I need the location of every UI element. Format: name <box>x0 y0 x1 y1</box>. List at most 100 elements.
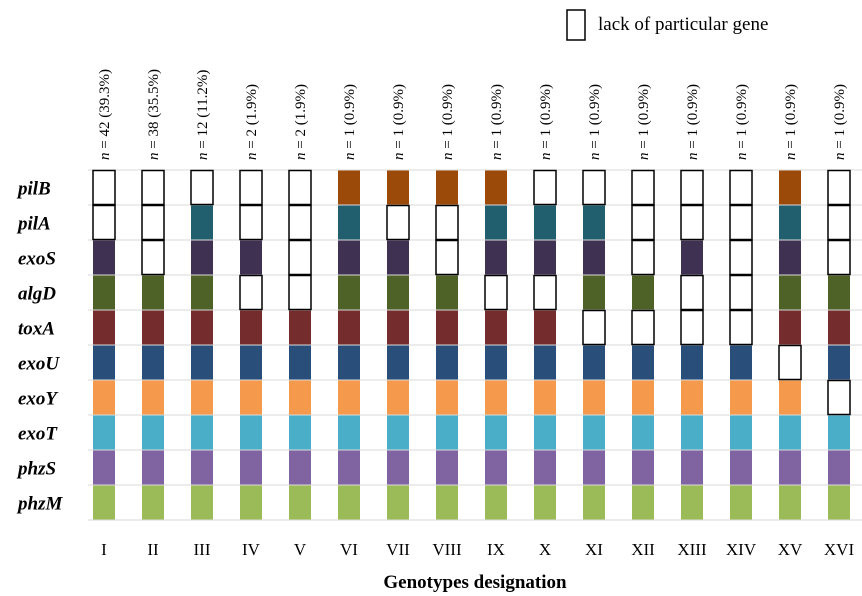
cell-XI-exoT-present <box>583 415 605 450</box>
cell-III-exoT-present <box>191 415 213 450</box>
column-label-VIII: VIII <box>432 540 462 559</box>
cell-III-phzM-present <box>191 485 213 520</box>
column-label-XIII: XIII <box>677 540 707 559</box>
cell-XIV-exoT-present <box>730 415 752 450</box>
cell-XV-exoS-present <box>779 240 801 275</box>
gene-label-pilA: pilA <box>16 214 51 235</box>
cell-V-exoT-present <box>289 415 311 450</box>
cell-XI-exoS-present <box>583 240 605 275</box>
cell-VIII-toxA-present <box>436 310 458 345</box>
gene-label-exoY: exoY <box>18 389 59 410</box>
column-label-XII: XII <box>631 540 655 559</box>
cell-III-toxA-present <box>191 310 213 345</box>
cell-III-exoY-present <box>191 380 213 415</box>
cell-XIV-toxA-absent <box>729 309 753 346</box>
cell-III-pilA-present <box>191 205 213 240</box>
cell-IV-phzS-present <box>240 450 262 485</box>
cell-I-exoT-present <box>93 415 115 450</box>
cell-VI-phzS-present <box>338 450 360 485</box>
count-label-XI: n = 1 (0.9%) <box>587 84 603 160</box>
gene-label-exoU: exoU <box>18 354 60 375</box>
cell-VI-phzM-present <box>338 485 360 520</box>
cell-XII-exoS-absent <box>631 239 655 276</box>
cell-X-phzM-present <box>534 485 556 520</box>
cell-VI-exoY-present <box>338 380 360 415</box>
cell-XII-exoU-present <box>632 345 654 380</box>
column-label-I: I <box>101 540 107 559</box>
count-label-XIII: n = 1 (0.9%) <box>685 84 701 160</box>
cell-XV-exoT-present <box>779 415 801 450</box>
cell-V-phzM-present <box>289 485 311 520</box>
cell-V-pilB-absent <box>288 169 312 206</box>
cell-X-phzS-present <box>534 450 556 485</box>
cell-XII-phzS-present <box>632 450 654 485</box>
gene-label-toxA: toxA <box>18 319 55 340</box>
cell-XIV-pilB-absent <box>729 169 753 206</box>
cell-VII-algD-present <box>387 275 409 310</box>
cell-XVI-phzS-present <box>828 450 850 485</box>
cell-IV-exoT-present <box>240 415 262 450</box>
cell-VI-exoT-present <box>338 415 360 450</box>
gene-labels: pilB pilA exoS algD toxA exoU exoY exoT phzS phzM <box>16 179 63 515</box>
cell-XV-toxA-present <box>779 310 801 345</box>
cell-XI-exoU-present <box>583 345 605 380</box>
cell-XV-phzM-present <box>779 485 801 520</box>
cell-VII-exoT-present <box>387 415 409 450</box>
cell-II-exoY-present <box>142 380 164 415</box>
cell-IX-exoS-present <box>485 240 507 275</box>
count-label-II: n = 38 (35.5%) <box>146 69 162 160</box>
cell-I-phzM-present <box>93 485 115 520</box>
count-label-XVI: n = 1 (0.9%) <box>832 84 848 160</box>
cell-IV-exoS-present <box>240 240 262 275</box>
cell-VI-pilB-present <box>338 170 360 205</box>
cell-VIII-exoS-absent <box>435 239 459 276</box>
cell-IV-pilA-absent <box>239 204 263 241</box>
cell-II-algD-present <box>142 275 164 310</box>
cell-VIII-exoY-present <box>436 380 458 415</box>
count-label-IX: n = 1 (0.9%) <box>489 84 505 160</box>
cell-XIV-exoY-present <box>730 380 752 415</box>
count-label-VIII: n = 1 (0.9%) <box>440 84 456 160</box>
gene-label-exoT: exoT <box>18 424 58 445</box>
cell-VIII-algD-present <box>436 275 458 310</box>
cell-XI-pilB-absent <box>582 169 606 206</box>
cell-II-exoS-absent <box>141 239 165 276</box>
cell-XIV-exoU-present <box>730 345 752 380</box>
count-label-XII: n = 1 (0.9%) <box>636 84 652 160</box>
cell-II-exoU-present <box>142 345 164 380</box>
count-labels: n = 42 (39.3%) n = 38 (35.5%) n = 12 (11.2… <box>97 69 848 160</box>
cell-VII-phzS-present <box>387 450 409 485</box>
cell-XIII-exoT-present <box>681 415 703 450</box>
count-label-VII: n = 1 (0.9%) <box>391 84 407 160</box>
column-label-IV: IV <box>242 540 261 559</box>
x-axis-title: Genotypes designation <box>383 572 567 593</box>
cell-V-exoU-present <box>289 345 311 380</box>
count-label-V: n = 2 (1.9%) <box>293 84 309 160</box>
cell-VII-pilA-absent <box>386 204 410 241</box>
gene-label-phzM: phzM <box>16 494 63 515</box>
cell-XV-phzS-present <box>779 450 801 485</box>
cell-XVI-pilB-absent <box>827 169 851 206</box>
cell-VIII-exoT-present <box>436 415 458 450</box>
cell-II-phzM-present <box>142 485 164 520</box>
cell-XIV-exoS-absent <box>729 239 753 276</box>
column-label-VII: VII <box>386 540 410 559</box>
cell-VIII-pilB-present <box>436 170 458 205</box>
gene-label-phzS: phzS <box>16 459 56 480</box>
legend: lack of particular gene <box>566 9 768 41</box>
cell-XIII-pilB-absent <box>680 169 704 206</box>
cell-XII-algD-present <box>632 275 654 310</box>
cell-IV-pilB-absent <box>239 169 263 206</box>
cell-X-exoT-present <box>534 415 556 450</box>
cell-XVI-exoY-absent <box>827 379 851 416</box>
grid-lines <box>88 169 862 521</box>
column-label-II: II <box>147 540 159 559</box>
cell-XV-exoU-absent <box>778 344 802 381</box>
cell-XII-exoT-present <box>632 415 654 450</box>
cell-XVI-toxA-present <box>828 310 850 345</box>
cell-VI-algD-present <box>338 275 360 310</box>
cell-XIII-exoS-present <box>681 240 703 275</box>
column-label-XVI: XVI <box>824 540 855 559</box>
column-labels: I II III IV V VI VII VIII IX X XI XII XIII XIV XV XVI <box>101 540 854 559</box>
cell-VII-pilB-present <box>387 170 409 205</box>
